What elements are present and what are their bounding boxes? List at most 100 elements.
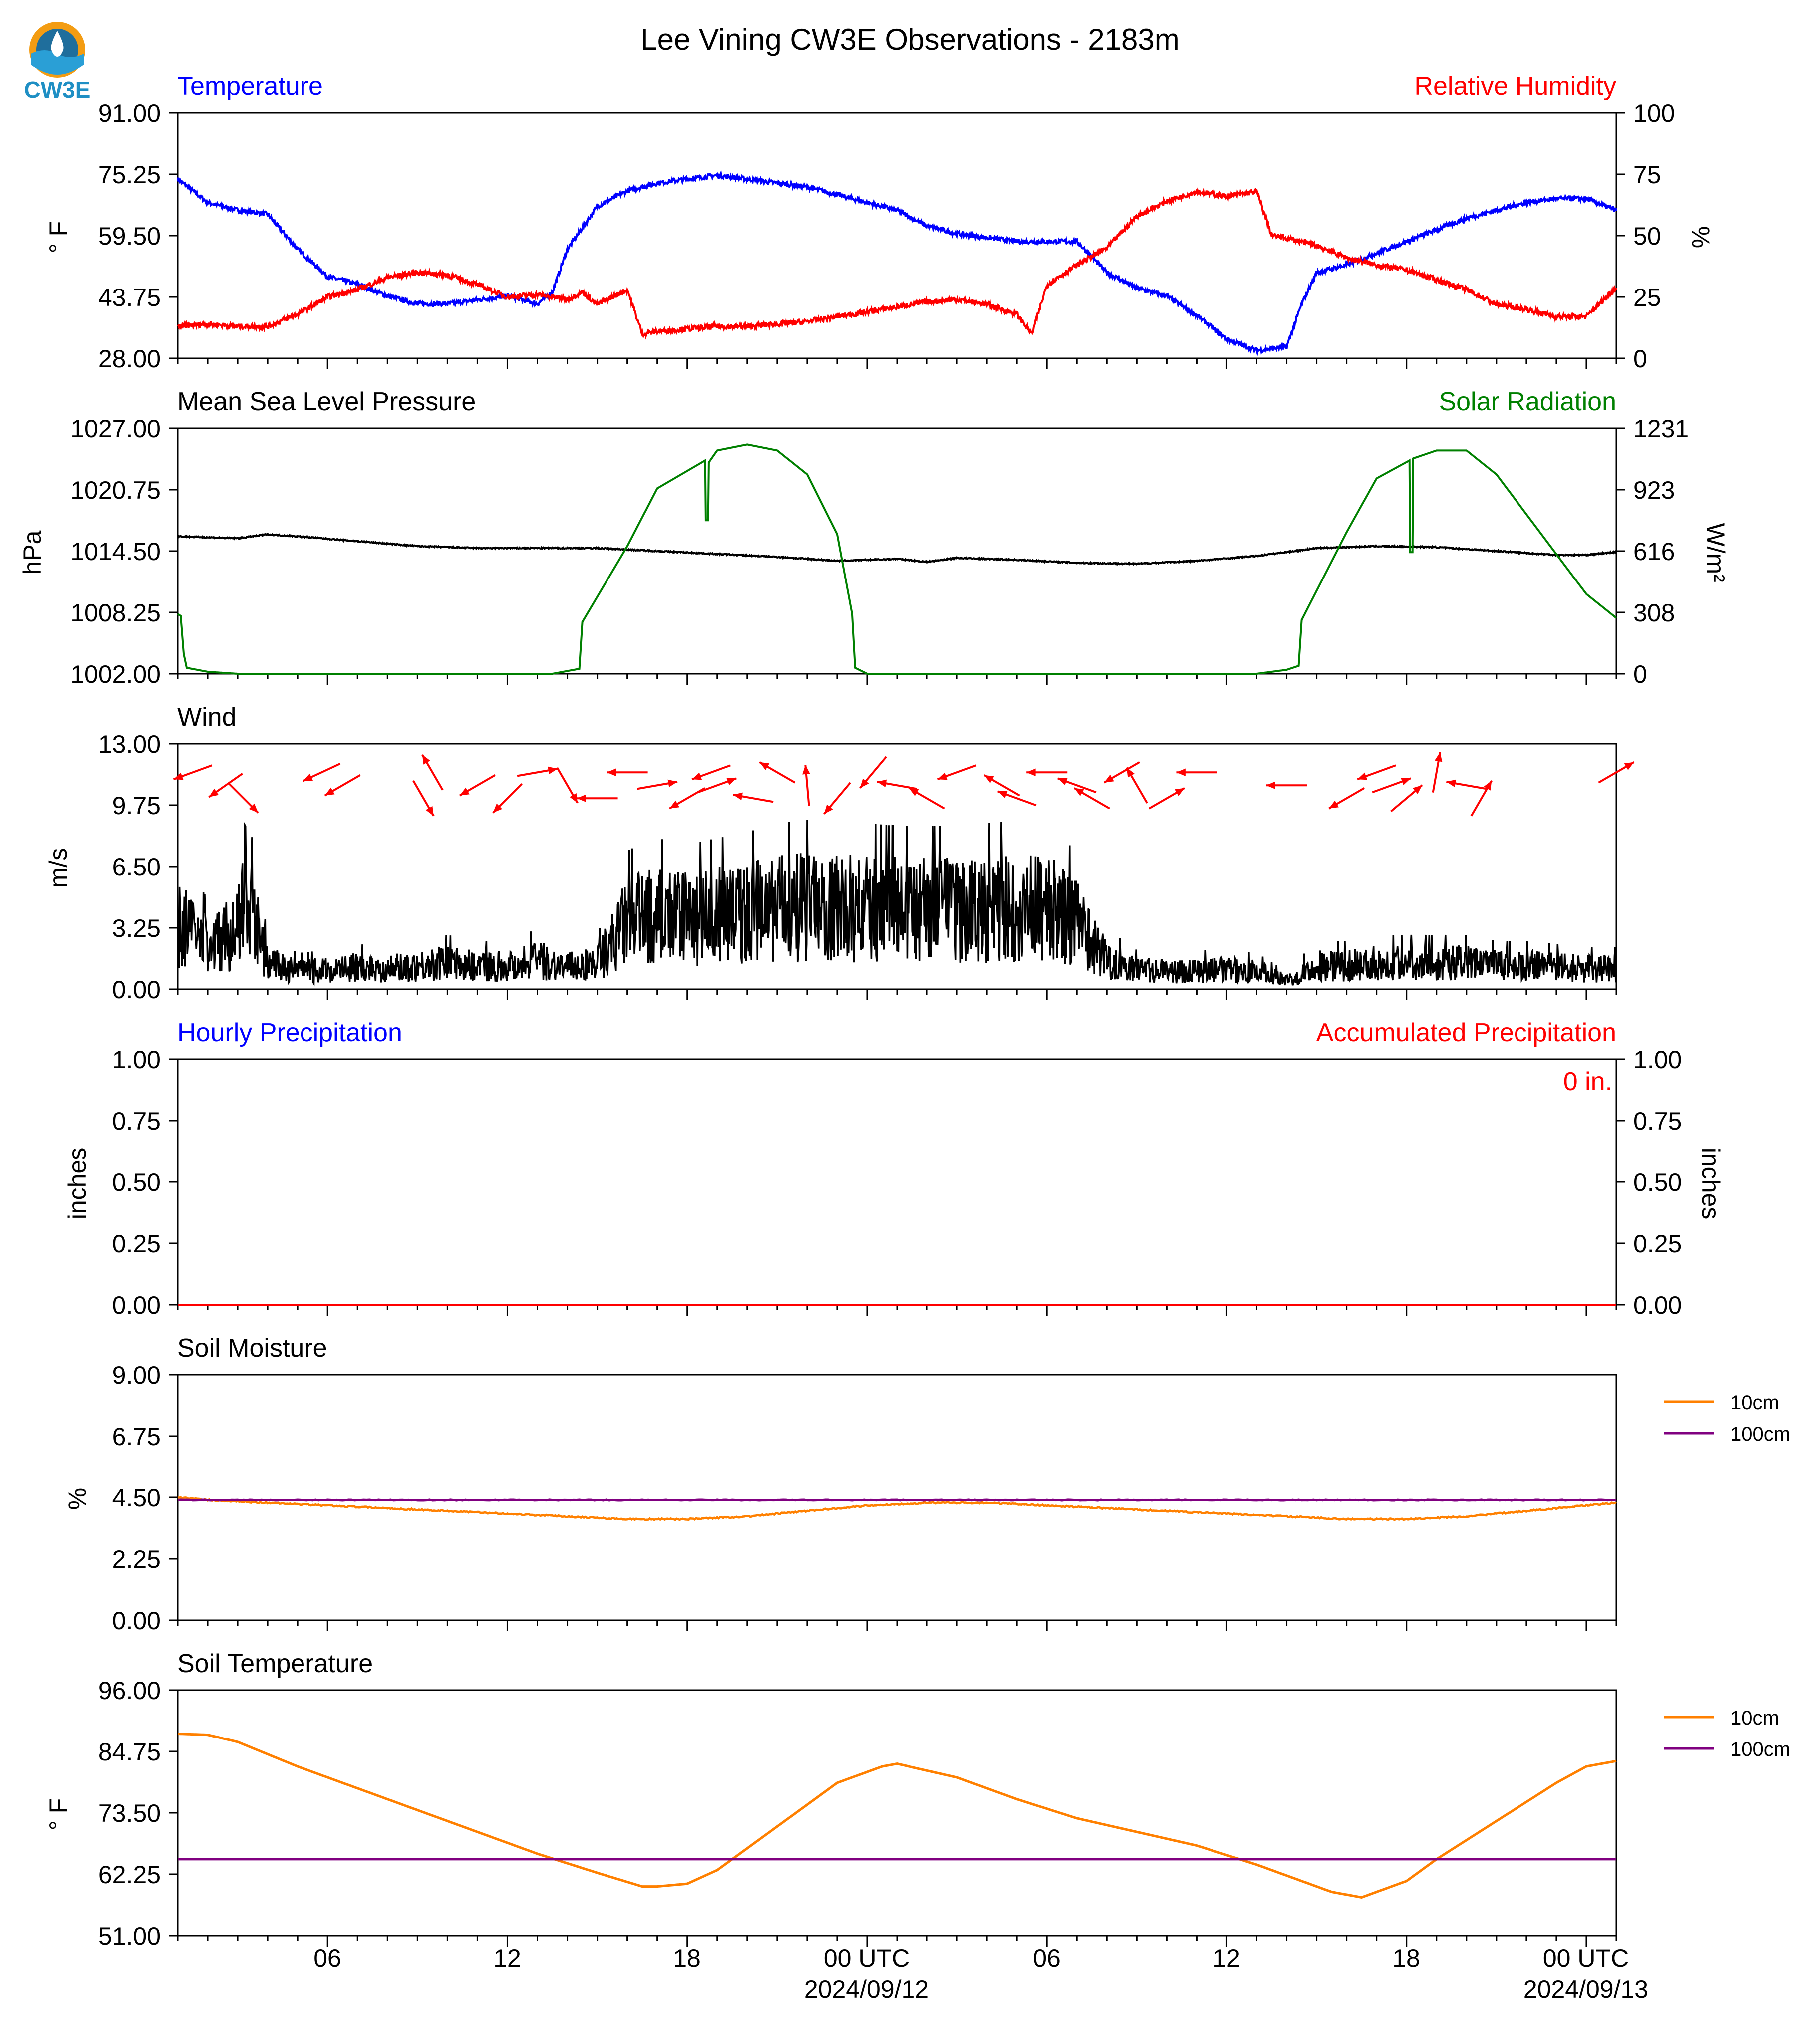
panel-title-humidity: Relative Humidity xyxy=(1414,72,1616,101)
date-label: 2024/09/13 xyxy=(1523,1975,1648,2003)
wind-arrow-head xyxy=(1624,762,1634,770)
wind-arrow-head xyxy=(1266,781,1275,790)
ytick-soil-temperature: 84.75 xyxy=(98,1738,161,1766)
ylabel-soil-temperature: ° F xyxy=(44,1798,72,1830)
wind-arrow xyxy=(1357,764,1396,781)
wind-arrow-head xyxy=(303,773,313,781)
wind-arrow xyxy=(1446,779,1487,790)
wind-arrow xyxy=(1432,752,1443,793)
legend-soil-moisture: 10cm 100cm xyxy=(1664,1392,1790,1445)
panel-pressure-solar: Mean Sea Level Pressure Solar Radiation … xyxy=(18,387,1730,688)
wind-arrow-head xyxy=(422,754,430,765)
wind-arrow-head xyxy=(726,778,737,785)
wind-arrow xyxy=(823,782,851,815)
yticks-soil-temperature: 51.00 62.25 73.50 84.75 96.00 xyxy=(98,1677,161,1950)
wind-arrow-head xyxy=(493,803,502,813)
ylabel-accum-precip: inches xyxy=(1697,1148,1725,1220)
wind-arrow-head xyxy=(1357,772,1368,780)
wind-arrow xyxy=(909,787,945,810)
wind-arrow-head xyxy=(425,806,434,816)
ytick-soil-moisture: 6.75 xyxy=(112,1423,161,1450)
ytick-soil-moisture: 9.00 xyxy=(112,1361,161,1389)
wind-arrow xyxy=(859,756,887,789)
ylabel-solar: W/m² xyxy=(1702,523,1730,582)
ytick-hourly-precip: 0.75 xyxy=(112,1107,161,1135)
soil-temperature-10cm-line xyxy=(177,1733,1617,1899)
axes-frame xyxy=(177,112,1617,359)
wind-arrow-head xyxy=(324,787,335,796)
wind-arrow-head xyxy=(824,804,833,814)
x-axis-labels: 06 12 18 00 UTC 06 12 18 00 UTC 2024/09/… xyxy=(313,1944,1648,2003)
legend-label-100cm: 100cm xyxy=(1730,1423,1790,1445)
wind-arrow xyxy=(324,774,361,797)
wind-arrow xyxy=(997,790,1037,807)
wind-arrow-head xyxy=(577,794,587,803)
wind-arrow-head xyxy=(1412,785,1423,794)
ytick-wind: 9.75 xyxy=(112,792,161,820)
ytick-humidity: 25 xyxy=(1633,284,1661,311)
ytick-soil-temperature: 96.00 xyxy=(98,1677,161,1705)
temperature-line xyxy=(177,170,1617,357)
yticks-temperature: 28.00 43.75 59.50 75.25 91.00 xyxy=(98,99,161,373)
wind-arrow-head xyxy=(173,772,184,780)
wind-arrow-head xyxy=(802,765,810,775)
wind-arrow xyxy=(421,754,444,791)
ylabel-hourly-precip: inches xyxy=(63,1148,91,1220)
wind-arrow-head xyxy=(249,803,259,813)
axes-frame xyxy=(177,1058,1617,1306)
logo-drop-icon xyxy=(51,31,64,57)
wind-arrow-head xyxy=(759,762,770,770)
wind-arrow xyxy=(691,764,731,781)
wind-arrow xyxy=(877,779,917,790)
wind-arrow xyxy=(577,794,618,803)
logo-wave xyxy=(31,50,84,75)
wind-arrow xyxy=(937,764,977,781)
wind-arrow-head xyxy=(570,793,578,803)
legend-soil-temperature: 10cm 100cm xyxy=(1664,1707,1790,1760)
wind-arrow xyxy=(517,766,558,777)
wind-arrow xyxy=(697,777,737,794)
wind-arrow-head xyxy=(667,779,678,788)
wind-arrow xyxy=(1126,767,1148,804)
xtick-label: 00 UTC xyxy=(824,1944,910,1972)
wind-arrow-head xyxy=(607,768,616,777)
ytick-temperature: 28.00 xyxy=(98,345,161,373)
ylabel-soil-moisture: % xyxy=(63,1488,91,1510)
panel-soil-moisture: Soil Moisture 0.00 2.25 4.50 6.75 9.00 %… xyxy=(63,1334,1790,1635)
wind-arrow xyxy=(1103,761,1140,784)
wind-arrow xyxy=(303,763,341,782)
wind-arrow xyxy=(983,774,1020,797)
ytick-temperature: 43.75 xyxy=(98,284,161,311)
ytick-soil-moisture: 4.50 xyxy=(112,1484,161,1512)
ytick-temperature: 59.50 xyxy=(98,222,161,250)
xtick-label: 00 UTC xyxy=(1543,1944,1629,1972)
wind-arrow xyxy=(173,764,213,781)
yticks-solar: 0 308 616 923 1231 xyxy=(1633,415,1689,688)
ytick-accum-precip: 0.50 xyxy=(1633,1168,1682,1196)
panel-precipitation: Hourly Precipitation Accumulated Precipi… xyxy=(63,1018,1725,1319)
xtick-label: 18 xyxy=(673,1944,701,1972)
wind-arrow-head xyxy=(1126,767,1135,778)
ytick-soil-temperature: 73.50 xyxy=(98,1799,161,1827)
xtick-label: 12 xyxy=(1213,1944,1240,1972)
wind-arrow xyxy=(1598,761,1635,784)
panel-temperature-humidity: Temperature Relative Humidity 28.00 43.7… xyxy=(44,72,1715,373)
axes-frame xyxy=(177,1374,1617,1621)
xtick-label: 18 xyxy=(1392,1944,1420,1972)
wind-arrow-head xyxy=(669,800,680,809)
chart-title: Lee Vining CW3E Observations - 2183m xyxy=(640,23,1179,56)
ytick-pressure: 1014.50 xyxy=(70,538,161,566)
wind-arrow-head xyxy=(209,788,219,797)
legend-label-100cm: 100cm xyxy=(1730,1738,1790,1760)
wind-arrow-head xyxy=(909,788,919,796)
wind-speed-line xyxy=(177,820,1617,987)
panel-title-temperature: Temperature xyxy=(177,72,323,101)
yticks-hourly-precip: 0.00 0.25 0.50 0.75 1.00 xyxy=(112,1046,161,1319)
ytick-solar: 923 xyxy=(1633,476,1675,504)
ytick-soil-moisture: 0.00 xyxy=(112,1607,161,1635)
legend-label-10cm: 10cm xyxy=(1730,1392,1779,1414)
panel-title-hourly-precip: Hourly Precipitation xyxy=(177,1018,402,1047)
yticks-soil-moisture: 0.00 2.25 4.50 6.75 9.00 xyxy=(112,1361,161,1635)
wind-arrow xyxy=(607,768,648,777)
